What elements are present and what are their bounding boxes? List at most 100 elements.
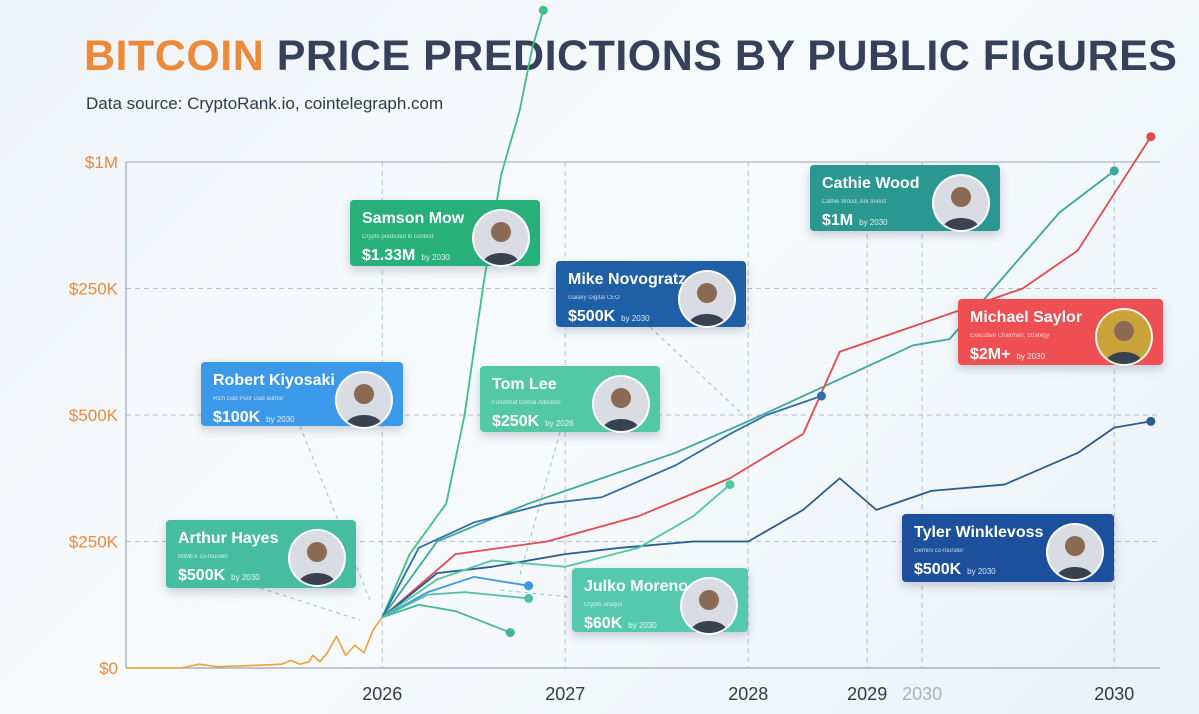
series-line-arthur-hayes (381, 603, 511, 634)
card-cathie-wood[interactable]: Cathie Wood Cathie Wood, Ark Invest $1M b… (810, 165, 1000, 232)
card-name: Arthur Hayes (178, 530, 279, 547)
prediction-value: $1M (822, 212, 854, 229)
series-endpoint (816, 391, 826, 401)
person-icon (602, 388, 640, 431)
prediction-year: by 2030 (421, 253, 450, 262)
prediction-year: by 2030 (231, 573, 260, 582)
prediction-value: $250K (492, 413, 540, 430)
card-name: Tom Lee (492, 376, 557, 393)
person-icon (690, 590, 728, 633)
data-source: Data source: CryptoRank.io, cointelegrap… (86, 94, 444, 113)
x-tick-label: 2027 (545, 684, 585, 704)
x-tick-label: 2030 (902, 684, 942, 704)
series-endpoint (725, 480, 735, 490)
card-name: Robert Kiyosaki (213, 372, 335, 389)
avatar-icon (932, 174, 990, 232)
card-robert-kiyosaki[interactable]: Robert Kiyosaki Rich Dad Poor Dad author… (201, 362, 403, 429)
title-rest: PRICE PREDICTIONS BY PUBLIC FIGURES (276, 32, 1178, 80)
avatar-icon (472, 209, 530, 267)
person-icon (482, 222, 520, 265)
series-endpoint (1146, 416, 1156, 426)
x-tick-labels: 2026 2027 2028 2029 2030 2030 (362, 684, 1134, 704)
series-line-mike-novogratz (381, 395, 822, 618)
person-icon (688, 283, 726, 326)
card-name: Cathie Wood (822, 175, 920, 192)
series-line-historical (126, 616, 383, 669)
prediction-year: by 2026 (545, 419, 574, 428)
prediction-value: $500K (568, 308, 616, 325)
prediction-value: $1.33M (362, 247, 416, 264)
card-arthur-hayes[interactable]: Arthur Hayes BitMEX co-founder $500K by 2… (166, 520, 356, 588)
card-tom-lee[interactable]: Tom Lee Fundstrat Global Advisors $250K b… (480, 366, 660, 433)
card-prediction: $500K by 2030 (914, 561, 996, 579)
prediction-value: $2M+ (970, 346, 1011, 363)
series-endpoint (524, 593, 534, 603)
series-dots (505, 5, 1156, 638)
axes (125, 161, 1160, 669)
prediction-value: $500K (178, 567, 226, 584)
card-tyler-winklevoss[interactable]: Tyler Winklevoss Gemini co-founder $500K… (902, 514, 1114, 582)
card-note: Rich Dad Poor Dad author (213, 396, 284, 402)
series-endpoint (1146, 132, 1156, 142)
prediction-value: $100K (213, 409, 261, 426)
card-note: Cathie Wood, Ark Invest (822, 199, 887, 205)
series-endpoint (505, 628, 515, 638)
series-lines (126, 9, 1152, 669)
connector-line (649, 326, 741, 413)
card-note: Galaxy Digital CEO (568, 295, 620, 301)
series-endpoint (1109, 166, 1119, 176)
card-julko-moreno[interactable]: Julko Moreno Crypto analyst $60K by 2030 (572, 568, 748, 635)
prediction-year: by 2030 (967, 567, 996, 576)
y-tick-labels: $0 $250K $500K $250K $1M (69, 153, 119, 678)
avatar-icon (335, 371, 393, 429)
prediction-year: by 2030 (628, 621, 657, 630)
person-icon (298, 542, 336, 585)
prediction-value: $60K (584, 615, 623, 632)
avatar-icon (1095, 308, 1153, 366)
person-icon (942, 187, 980, 230)
card-name: Samson Mow (362, 210, 465, 227)
y-tick-label: $250K (69, 280, 119, 299)
card-samson-mow[interactable]: Samson Mow Crypto predicted in context $… (350, 200, 540, 267)
card-prediction: $60K by 2030 (584, 615, 657, 633)
card-note: BitMEX co-founder (178, 554, 229, 560)
card-note: Crypto analyst (584, 602, 623, 608)
avatar-icon (288, 529, 346, 587)
card-name: Julko Moreno (584, 578, 689, 595)
series-endpoint (538, 5, 548, 15)
card-mike-novogratz[interactable]: Mike Novogratz Galaxy Digital CEO $500K b… (556, 261, 746, 328)
card-note: Executive Chairman, Strategy (970, 333, 1050, 339)
card-note: Gemini co-founder (914, 548, 964, 554)
connector-line (519, 431, 561, 576)
person-icon (1056, 536, 1094, 579)
card-name: Tyler Winklevoss (914, 524, 1044, 541)
prediction-year: by 2030 (621, 314, 650, 323)
y-tick-label: $1M (85, 153, 118, 172)
card-prediction: $100K by 2030 (213, 409, 295, 427)
card-prediction: $250K by 2026 (492, 413, 574, 431)
person-icon (345, 384, 383, 427)
connector-line (259, 587, 361, 621)
x-tick-label: 2028 (728, 684, 768, 704)
card-michael-saylor[interactable]: Michael Saylor Executive Chairman, Strat… (958, 299, 1163, 366)
x-tick-label: 2026 (362, 684, 402, 704)
x-tick-label: 2030 (1094, 684, 1134, 704)
card-name: Mike Novogratz (568, 271, 687, 288)
prediction-year: by 2030 (1016, 352, 1045, 361)
chart-title: BITCOIN PRICE PREDICTIONS BY PUBLIC FIGU… (84, 32, 1177, 81)
card-name: Michael Saylor (970, 309, 1083, 326)
x-tick-label: 2029 (847, 684, 887, 704)
prediction-year: by 2030 (859, 218, 888, 227)
y-tick-label: $250K (69, 533, 119, 552)
person-icon (1105, 321, 1143, 364)
card-prediction: $1M by 2030 (822, 212, 888, 230)
series-line-tom-lee (381, 483, 731, 619)
card-prediction: $2M+ by 2030 (970, 346, 1045, 364)
card-prediction: $500K by 2030 (568, 308, 650, 326)
y-tick-label: $0 (99, 659, 118, 678)
series-line-robert-kiyosaki (381, 576, 529, 619)
avatar-icon (678, 270, 736, 328)
avatar-icon (680, 577, 738, 635)
card-note: Fundstrat Global Advisors (492, 400, 561, 406)
prediction-year: by 2030 (266, 415, 295, 424)
